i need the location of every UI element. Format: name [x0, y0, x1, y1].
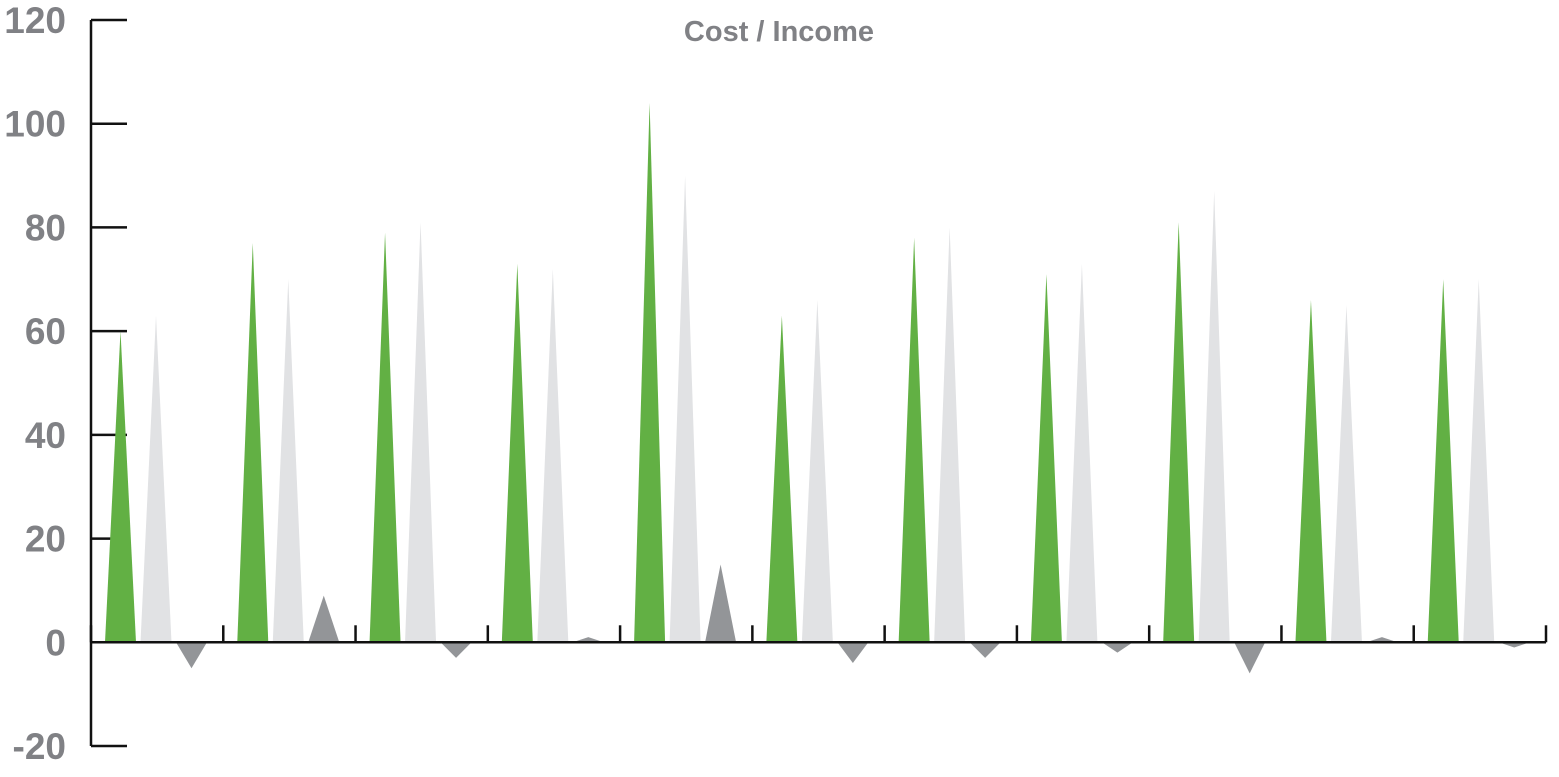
y-tick-label: 80: [25, 207, 66, 248]
bar-series2-group5: [669, 175, 701, 643]
bar-series3-group10: [1366, 637, 1398, 643]
chart-title: Cost / Income: [684, 16, 874, 48]
bar-series2-group8: [1066, 263, 1098, 643]
bar-series2-group1: [140, 315, 172, 643]
bar-series3-group7: [969, 642, 1001, 658]
bar-series3-group2: [308, 595, 340, 643]
bars: [105, 102, 1530, 674]
bar-series2-group9: [1198, 191, 1230, 643]
bar-series2-group10: [1330, 305, 1362, 643]
bar-series1-group7: [898, 237, 930, 643]
bar-series1-group6: [766, 315, 798, 643]
y-tick-label: 0: [45, 622, 66, 663]
bar-series1-group4: [501, 263, 533, 643]
y-tick-label: 40: [25, 415, 66, 456]
y-tick-label: -20: [13, 726, 66, 767]
bar-series1-group1: [105, 331, 136, 643]
bar-series2-group6: [801, 300, 833, 643]
bar-series2-group2: [272, 279, 304, 643]
bar-series2-group3: [405, 222, 437, 643]
bar-series1-group9: [1163, 222, 1195, 643]
bar-series1-group11: [1427, 279, 1459, 643]
bar-series1-group2: [237, 242, 269, 643]
bar-series2-group4: [537, 268, 569, 643]
bar-series2-group11: [1463, 279, 1495, 643]
bar-series1-group10: [1295, 300, 1327, 643]
bar-series2-group7: [934, 227, 966, 643]
y-axis: 120 100 80 60 40 20 0 -20: [4, 0, 127, 767]
bar-series3-group9: [1234, 642, 1266, 674]
x-axis: [89, 625, 1548, 644]
y-tick-label: 120: [4, 0, 66, 41]
bar-series1-group3: [369, 232, 401, 643]
bar-series1-group5: [634, 102, 666, 643]
bar-series1-group8: [1030, 274, 1062, 643]
bar-series3-group4: [572, 637, 604, 643]
bar-series3-group11: [1498, 642, 1530, 648]
y-tick-label: 60: [25, 311, 66, 352]
bar-series3-group6: [837, 642, 869, 664]
bar-series3-group3: [440, 642, 472, 658]
y-tick-label: 100: [4, 104, 66, 145]
bar-series3-group8: [1101, 642, 1133, 653]
bar-series3-group1: [176, 642, 207, 669]
bar-series3-group5: [705, 564, 737, 643]
y-tick-label: 20: [25, 519, 66, 560]
